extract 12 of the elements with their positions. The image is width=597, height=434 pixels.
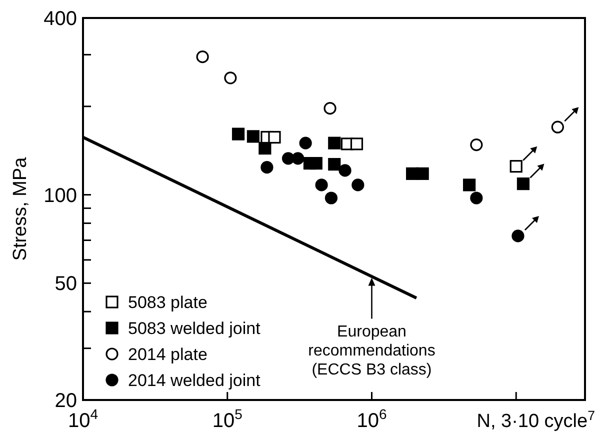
legend-label: 2014 welded joint xyxy=(128,371,261,390)
y-tick-label: 50 xyxy=(54,273,77,296)
legend-label: 2014 plate xyxy=(128,345,208,364)
legend-label: 5083 plate xyxy=(128,293,208,312)
y-tick-label: 100 xyxy=(44,184,77,207)
y-axis-title: Stress, MPa xyxy=(10,156,31,261)
x-tick-label: 10$^{5}$ xyxy=(212,406,243,432)
x-tick-label: 10$^{6}$ xyxy=(356,406,387,432)
y-tick-label: 400 xyxy=(44,8,77,30)
x-axis-title: N, 3·10 cycle$^{7}$ xyxy=(476,408,595,432)
legend-label: 5083 welded joint xyxy=(128,319,261,338)
annotation: European recommendations (ECCS B3 class) xyxy=(308,324,436,379)
